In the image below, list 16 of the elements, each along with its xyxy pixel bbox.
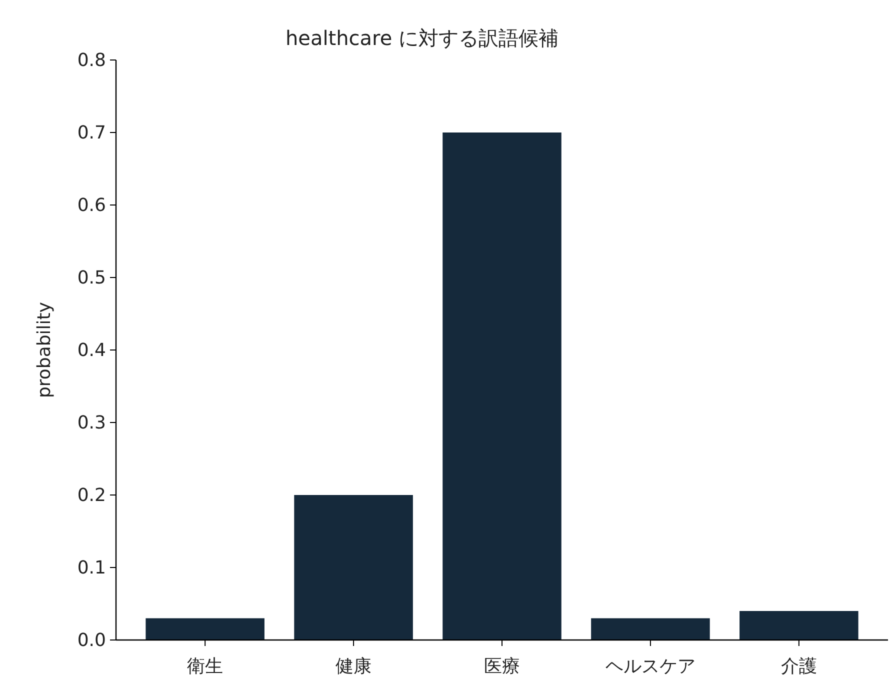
y-tick-label: 0.1 <box>77 558 106 578</box>
y-tick-label: 0.2 <box>77 485 106 506</box>
x-tick-label: 介護 <box>780 656 817 677</box>
y-tick-label: 0.7 <box>77 122 106 144</box>
y-tick-label: 0.5 <box>77 268 106 288</box>
y-tick-label: 0.0 <box>77 630 106 651</box>
x-tick-label: 健康 <box>336 656 372 677</box>
chart-title: healthcare に対する訳語候補 <box>285 26 559 50</box>
x-tick-label: 衛生 <box>187 656 224 677</box>
x-tick-label: 医療 <box>484 656 520 677</box>
y-tick-label: 0.4 <box>77 340 106 361</box>
y-tick-label: 0.6 <box>77 195 106 216</box>
x-tick-label: ヘルスケア <box>605 656 696 677</box>
y-tick-label: 0.3 <box>77 412 106 434</box>
y-axis-title: probability <box>34 302 55 398</box>
y-tick-label: 0.8 <box>77 50 106 71</box>
